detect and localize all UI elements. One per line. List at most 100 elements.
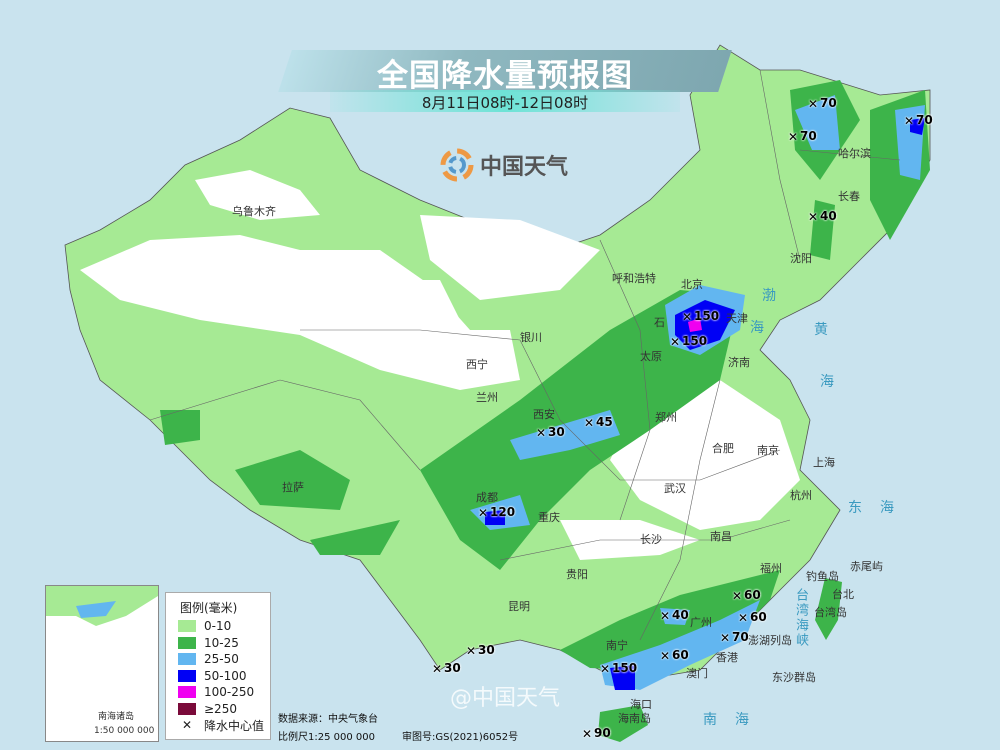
precip-center-marker: ✕ bbox=[660, 609, 671, 623]
precip-center-value: 150 bbox=[694, 309, 720, 323]
sea-label: 南海 bbox=[703, 712, 767, 728]
legend-item: 25-50 bbox=[166, 651, 270, 668]
legend-swatch bbox=[178, 653, 196, 666]
precip-center-marker: ✕ bbox=[478, 506, 489, 520]
precip-center-value: 70 bbox=[800, 129, 817, 143]
taiwan bbox=[815, 578, 842, 640]
city-label: 呼和浩特 bbox=[612, 272, 656, 285]
precip-center-value: 60 bbox=[750, 610, 767, 624]
city-label: 合肥 bbox=[712, 442, 734, 455]
city-label: 太原 bbox=[640, 350, 662, 363]
legend-item: ≥250 bbox=[166, 701, 270, 718]
precip-center-marker: ✕ bbox=[904, 114, 915, 128]
city-label: 海口 bbox=[630, 698, 652, 711]
precip-center-value: 70 bbox=[820, 96, 837, 110]
city-label: 西安 bbox=[533, 408, 555, 421]
legend-swatch bbox=[178, 669, 196, 682]
precip-center-marker: ✕ bbox=[808, 97, 819, 111]
city-label: 北京 bbox=[681, 278, 703, 291]
city-label: 天津 bbox=[726, 312, 748, 325]
south-china-sea-inset: 南海诸岛 1:50 000 000 bbox=[45, 585, 159, 742]
city-label: 上海 bbox=[813, 456, 835, 469]
data-source: 数据来源：中央气象台 bbox=[278, 714, 378, 725]
inset-scale: 1:50 000 000 bbox=[94, 726, 155, 736]
precip-center-value: 90 bbox=[594, 726, 611, 740]
city-label: 海南岛 bbox=[618, 712, 651, 725]
precip-center-value: 30 bbox=[478, 643, 495, 657]
precip-center-value: 120 bbox=[490, 505, 516, 519]
precip-center-marker: ✕ bbox=[584, 416, 595, 430]
legend-center-label: 降水中心值 bbox=[204, 718, 265, 733]
legend-label: 100-250 bbox=[204, 685, 255, 700]
city-label: 南宁 bbox=[606, 639, 628, 652]
cross-icon: ✕ bbox=[181, 718, 193, 733]
legend-swatch bbox=[178, 702, 196, 715]
city-label: 广州 bbox=[690, 616, 712, 629]
city-label: 兰州 bbox=[476, 391, 498, 404]
legend-swatch bbox=[178, 636, 196, 649]
city-label: 郑州 bbox=[655, 411, 677, 424]
city-label: 长春 bbox=[838, 190, 860, 203]
inset-label: 南海诸岛 bbox=[98, 712, 135, 722]
city-label: 重庆 bbox=[538, 511, 560, 524]
city-label: 昆明 bbox=[508, 600, 530, 613]
precip-center-value: 30 bbox=[444, 661, 461, 675]
precip-center-value: 70 bbox=[732, 630, 749, 644]
precip-center-marker: ✕ bbox=[466, 644, 477, 658]
precip-center-marker: ✕ bbox=[600, 662, 611, 676]
precip-center-marker: ✕ bbox=[732, 589, 743, 603]
subtitle-banner bbox=[330, 90, 680, 112]
legend-label: ≥250 bbox=[204, 701, 237, 716]
legend-title: 图例(毫米) bbox=[180, 601, 238, 615]
sea-label: 海 bbox=[750, 320, 782, 336]
legend-item: 0-10 bbox=[166, 618, 270, 635]
city-label: 长沙 bbox=[640, 533, 662, 546]
rain-50-100 bbox=[485, 118, 925, 690]
city-label: 南昌 bbox=[710, 530, 732, 543]
precip-center-marker: ✕ bbox=[670, 335, 681, 349]
map-subtitle: 8月11日08时-12日08时 bbox=[421, 94, 589, 112]
brand-logo: 中国天气 bbox=[440, 148, 568, 182]
precip-center-value: 150 bbox=[682, 334, 708, 348]
city-label: 西宁 bbox=[466, 358, 488, 371]
sea-label: 台湾海峡 bbox=[793, 588, 808, 648]
precip-center-marker: ✕ bbox=[536, 426, 547, 440]
precip-center-value: 30 bbox=[548, 425, 565, 439]
precip-center-marker: ✕ bbox=[738, 611, 749, 625]
hainan bbox=[598, 705, 648, 742]
sea-label: 海 bbox=[820, 374, 852, 390]
legend: 图例(毫米) 0-10 10-25 25-50 50-100 100-250 ≥250 ✕… bbox=[165, 592, 271, 740]
map-scale: 比例尺1:25 000 000 bbox=[278, 732, 375, 743]
legend-swatch bbox=[178, 686, 196, 699]
brand-name: 中国天气 bbox=[480, 155, 569, 180]
legend-label: 0-10 bbox=[204, 619, 232, 634]
precip-center-marker: ✕ bbox=[660, 649, 671, 663]
city-label: 钓鱼岛 bbox=[806, 570, 839, 583]
province-borders bbox=[149, 69, 901, 641]
precip-center-marker: ✕ bbox=[808, 210, 819, 224]
city-label: 福州 bbox=[760, 562, 782, 575]
precip-center-value: 40 bbox=[820, 209, 837, 223]
approval-number: 审图号:GS(2021)6052号 bbox=[402, 732, 519, 743]
precip-center-value: 70 bbox=[916, 113, 933, 127]
legend-item: 50-100 bbox=[166, 668, 270, 685]
no-rain-areas bbox=[80, 170, 800, 560]
city-label: 拉萨 bbox=[282, 481, 304, 494]
legend-label: 10-25 bbox=[204, 635, 239, 650]
city-label: 乌鲁木齐 bbox=[232, 205, 276, 218]
inset-map bbox=[46, 586, 158, 626]
city-label: 银川 bbox=[520, 331, 542, 344]
city-label: 贵阳 bbox=[566, 568, 588, 581]
legend-label: 50-100 bbox=[204, 668, 247, 683]
rain-100-250 bbox=[688, 318, 702, 332]
precip-center-value: 150 bbox=[612, 661, 638, 675]
city-label: 澎湖列岛 bbox=[748, 634, 792, 647]
city-label: 澳门 bbox=[686, 667, 708, 680]
city-label: 台北 bbox=[832, 588, 854, 601]
legend-item: 10-25 bbox=[166, 635, 270, 652]
precip-center-marker: ✕ bbox=[788, 130, 799, 144]
legend-item: 100-250 bbox=[166, 684, 270, 701]
sea-label: 黄 bbox=[814, 322, 846, 338]
legend-label: 25-50 bbox=[204, 652, 239, 667]
